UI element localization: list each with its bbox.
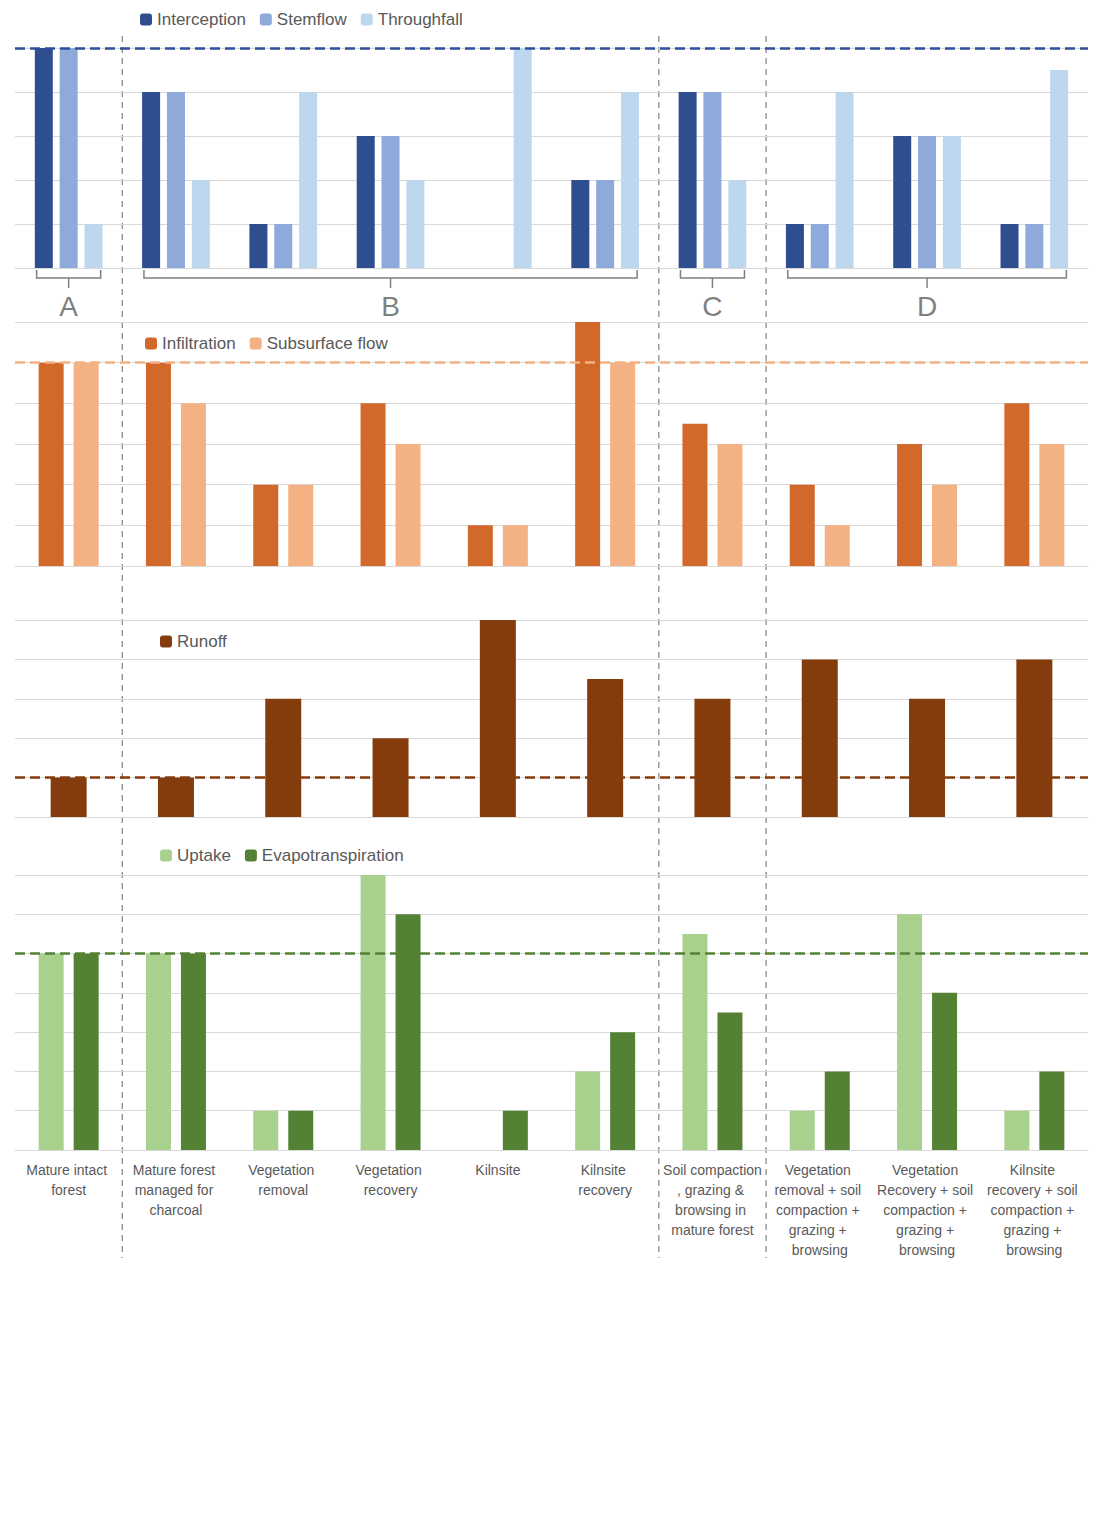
svg-text:grazing +: grazing +	[896, 1222, 958, 1238]
svg-text:Vegetation: Vegetation	[785, 1162, 855, 1178]
svg-text:compaction +: compaction +	[883, 1202, 971, 1218]
svg-text:recovery: recovery	[364, 1182, 418, 1198]
svg-text:Soil compaction: Soil compaction	[663, 1162, 762, 1178]
svg-text:Vegetation: Vegetation	[892, 1162, 962, 1178]
svg-text:compaction +: compaction +	[776, 1202, 864, 1218]
svg-text:removal + soil: removal + soil	[774, 1182, 865, 1198]
svg-text:Subsurface flow: Subsurface flow	[267, 334, 389, 353]
svg-text:Uptake: Uptake	[177, 846, 231, 865]
svg-text:C: C	[702, 291, 722, 322]
svg-text:compaction +: compaction +	[991, 1202, 1079, 1218]
svg-text:forest: forest	[51, 1182, 86, 1198]
svg-text:browsing: browsing	[1006, 1242, 1062, 1258]
svg-text:browsing: browsing	[899, 1242, 955, 1258]
svg-text:browsing in: browsing in	[675, 1202, 750, 1218]
svg-text:grazing +: grazing +	[789, 1222, 851, 1238]
svg-text:Kilnsite: Kilnsite	[581, 1162, 630, 1178]
svg-text:Kilnsite: Kilnsite	[1010, 1162, 1059, 1178]
svg-text:B: B	[381, 291, 400, 322]
svg-text:Interception: Interception	[157, 10, 246, 29]
svg-text:Evapotranspiration: Evapotranspiration	[262, 846, 404, 865]
svg-text:Vegetation: Vegetation	[356, 1162, 426, 1178]
svg-text:Recovery + soil: Recovery + soil	[877, 1182, 977, 1198]
svg-text:Kilnsite: Kilnsite	[475, 1162, 520, 1178]
svg-text:charcoal: charcoal	[149, 1202, 202, 1218]
svg-text:grazing +: grazing +	[1003, 1222, 1065, 1238]
svg-text:Infiltration: Infiltration	[162, 334, 236, 353]
svg-text:managed for: managed for	[135, 1182, 218, 1198]
svg-text:Stemflow: Stemflow	[277, 10, 348, 29]
svg-text:browsing: browsing	[792, 1242, 848, 1258]
svg-text:Vegetation: Vegetation	[248, 1162, 318, 1178]
svg-text:mature forest: mature forest	[671, 1222, 754, 1238]
svg-text:, grazing &: , grazing &	[677, 1182, 748, 1198]
svg-text:Mature forest: Mature forest	[133, 1162, 219, 1178]
svg-text:A: A	[59, 291, 78, 322]
svg-text:removal: removal	[258, 1182, 308, 1198]
svg-text:D: D	[917, 291, 937, 322]
svg-text:recovery: recovery	[578, 1182, 632, 1198]
svg-text:Throughfall: Throughfall	[378, 10, 463, 29]
svg-text:recovery + soil: recovery + soil	[987, 1182, 1082, 1198]
svg-text:Mature intact: Mature intact	[26, 1162, 111, 1178]
svg-text:Runoff: Runoff	[177, 632, 227, 651]
